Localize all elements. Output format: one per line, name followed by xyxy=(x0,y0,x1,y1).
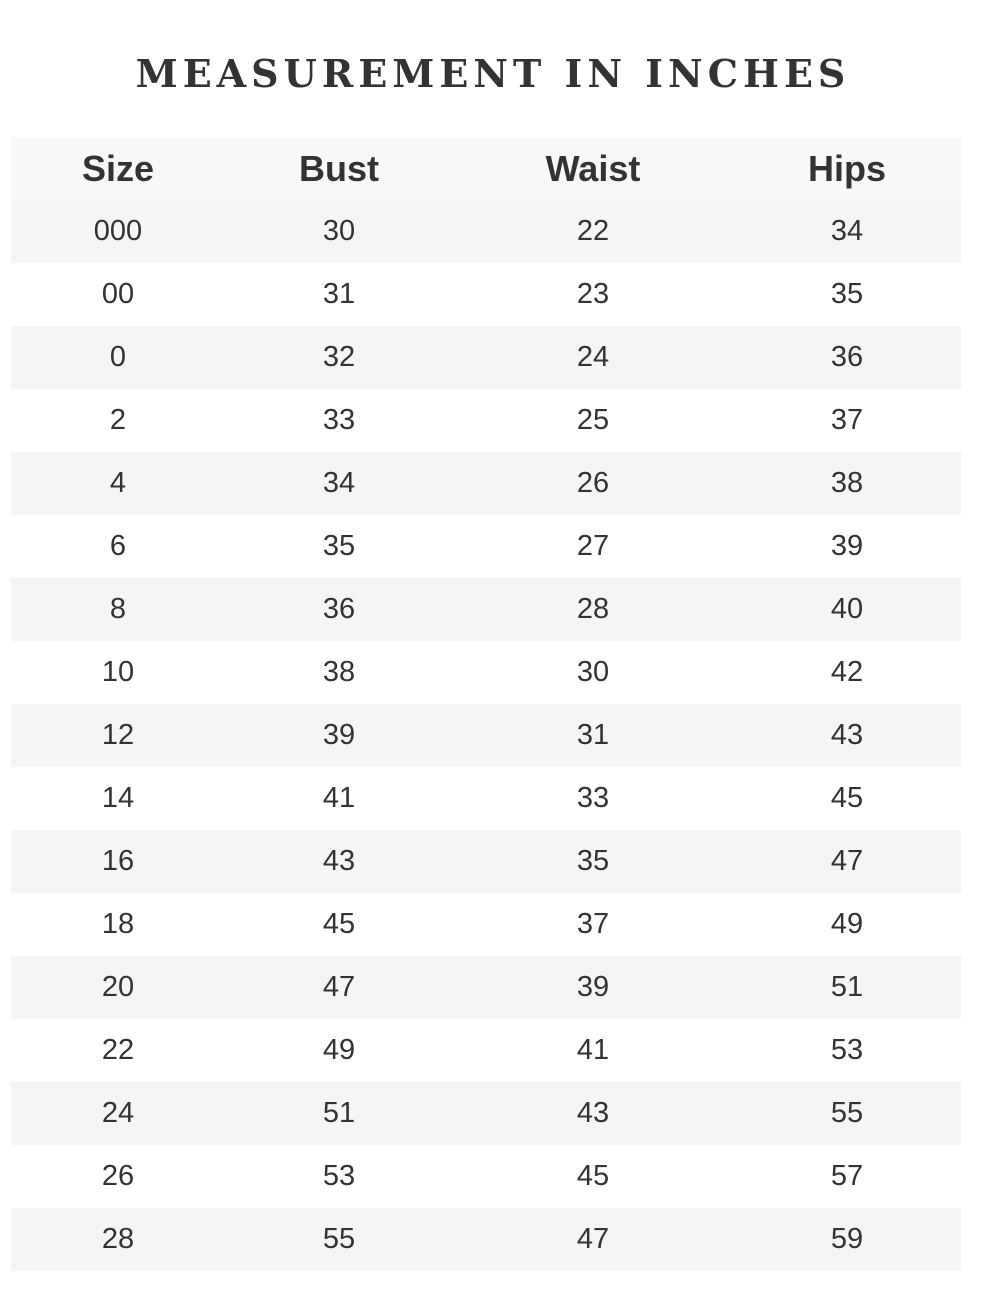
table-row: 22 49 41 53 xyxy=(11,1019,961,1082)
cell-bust: 30 xyxy=(225,200,453,263)
table-row: 0 32 24 36 xyxy=(11,326,961,389)
cell-waist: 33 xyxy=(453,767,733,830)
cell-hips: 37 xyxy=(733,389,961,452)
cell-size: 00 xyxy=(11,263,225,326)
table-row: 10 38 30 42 xyxy=(11,641,961,704)
table-row: 00 31 23 35 xyxy=(11,263,961,326)
cell-hips: 45 xyxy=(733,767,961,830)
cell-bust: 49 xyxy=(225,1019,453,1082)
cell-bust: 34 xyxy=(225,452,453,515)
cell-bust: 31 xyxy=(225,263,453,326)
cell-size: 24 xyxy=(11,1082,225,1145)
cell-hips: 35 xyxy=(733,263,961,326)
cell-waist: 22 xyxy=(453,200,733,263)
cell-waist: 24 xyxy=(453,326,733,389)
cell-waist: 31 xyxy=(453,704,733,767)
table-row: 8 36 28 40 xyxy=(11,578,961,641)
table-row: 2 33 25 37 xyxy=(11,389,961,452)
cell-size: 8 xyxy=(11,578,225,641)
cell-hips: 57 xyxy=(733,1145,961,1208)
cell-hips: 40 xyxy=(733,578,961,641)
cell-size: 16 xyxy=(11,830,225,893)
cell-bust: 43 xyxy=(225,830,453,893)
cell-bust: 35 xyxy=(225,515,453,578)
cell-bust: 38 xyxy=(225,641,453,704)
table-row: 12 39 31 43 xyxy=(11,704,961,767)
header-waist: Waist xyxy=(453,137,733,200)
cell-size: 000 xyxy=(11,200,225,263)
header-bust: Bust xyxy=(225,137,453,200)
cell-hips: 55 xyxy=(733,1082,961,1145)
cell-waist: 35 xyxy=(453,830,733,893)
cell-waist: 43 xyxy=(453,1082,733,1145)
cell-hips: 53 xyxy=(733,1019,961,1082)
cell-hips: 59 xyxy=(733,1208,961,1271)
cell-hips: 34 xyxy=(733,200,961,263)
cell-hips: 39 xyxy=(733,515,961,578)
cell-waist: 23 xyxy=(453,263,733,326)
table-row: 18 45 37 49 xyxy=(11,893,961,956)
cell-waist: 37 xyxy=(453,893,733,956)
cell-hips: 51 xyxy=(733,956,961,1019)
cell-bust: 45 xyxy=(225,893,453,956)
cell-bust: 41 xyxy=(225,767,453,830)
cell-hips: 42 xyxy=(733,641,961,704)
cell-hips: 38 xyxy=(733,452,961,515)
cell-bust: 39 xyxy=(225,704,453,767)
table-row: 4 34 26 38 xyxy=(11,452,961,515)
cell-hips: 43 xyxy=(733,704,961,767)
cell-waist: 30 xyxy=(453,641,733,704)
table-row: 14 41 33 45 xyxy=(11,767,961,830)
table-row: 24 51 43 55 xyxy=(11,1082,961,1145)
cell-size: 18 xyxy=(11,893,225,956)
cell-size: 6 xyxy=(11,515,225,578)
table-row: 26 53 45 57 xyxy=(11,1145,961,1208)
cell-size: 12 xyxy=(11,704,225,767)
cell-bust: 36 xyxy=(225,578,453,641)
table-row: 000 30 22 34 xyxy=(11,200,961,263)
cell-size: 14 xyxy=(11,767,225,830)
cell-size: 28 xyxy=(11,1208,225,1271)
cell-waist: 26 xyxy=(453,452,733,515)
table-row: 28 55 47 59 xyxy=(11,1208,961,1271)
cell-size: 22 xyxy=(11,1019,225,1082)
cell-size: 26 xyxy=(11,1145,225,1208)
page-title: MEASUREMENT IN INCHES xyxy=(135,51,851,96)
header-hips: Hips xyxy=(733,137,961,200)
cell-size: 2 xyxy=(11,389,225,452)
cell-size: 4 xyxy=(11,452,225,515)
cell-size: 0 xyxy=(11,326,225,389)
size-chart-table: Size Bust Waist Hips 000 30 22 34 00 31 23 35 0 3… xyxy=(11,137,961,1271)
cell-hips: 47 xyxy=(733,830,961,893)
cell-waist: 27 xyxy=(453,515,733,578)
cell-waist: 47 xyxy=(453,1208,733,1271)
cell-size: 20 xyxy=(11,956,225,1019)
cell-hips: 49 xyxy=(733,893,961,956)
cell-waist: 39 xyxy=(453,956,733,1019)
cell-bust: 33 xyxy=(225,389,453,452)
cell-size: 10 xyxy=(11,641,225,704)
cell-waist: 28 xyxy=(453,578,733,641)
cell-bust: 55 xyxy=(225,1208,453,1271)
cell-waist: 45 xyxy=(453,1145,733,1208)
table-row: 16 43 35 47 xyxy=(11,830,961,893)
table-row: 6 35 27 39 xyxy=(11,515,961,578)
cell-bust: 53 xyxy=(225,1145,453,1208)
cell-bust: 32 xyxy=(225,326,453,389)
cell-waist: 41 xyxy=(453,1019,733,1082)
cell-waist: 25 xyxy=(453,389,733,452)
cell-bust: 47 xyxy=(225,956,453,1019)
cell-bust: 51 xyxy=(225,1082,453,1145)
cell-hips: 36 xyxy=(733,326,961,389)
table-row: 20 47 39 51 xyxy=(11,956,961,1019)
table-header-row: Size Bust Waist Hips xyxy=(11,137,961,200)
header-size: Size xyxy=(11,137,225,200)
